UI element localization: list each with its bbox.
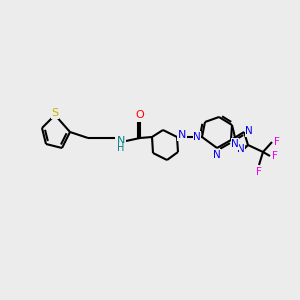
Text: F: F (272, 151, 278, 161)
Text: N: N (237, 144, 245, 154)
Text: N: N (245, 126, 253, 136)
Text: N: N (231, 139, 239, 149)
Text: N: N (193, 132, 201, 142)
Text: O: O (136, 110, 144, 120)
Text: N: N (178, 130, 186, 140)
Text: H: H (117, 143, 125, 153)
Text: F: F (256, 167, 262, 177)
Text: S: S (51, 108, 58, 118)
Text: N: N (117, 136, 125, 146)
Text: N: N (213, 150, 221, 160)
Text: F: F (274, 137, 280, 147)
